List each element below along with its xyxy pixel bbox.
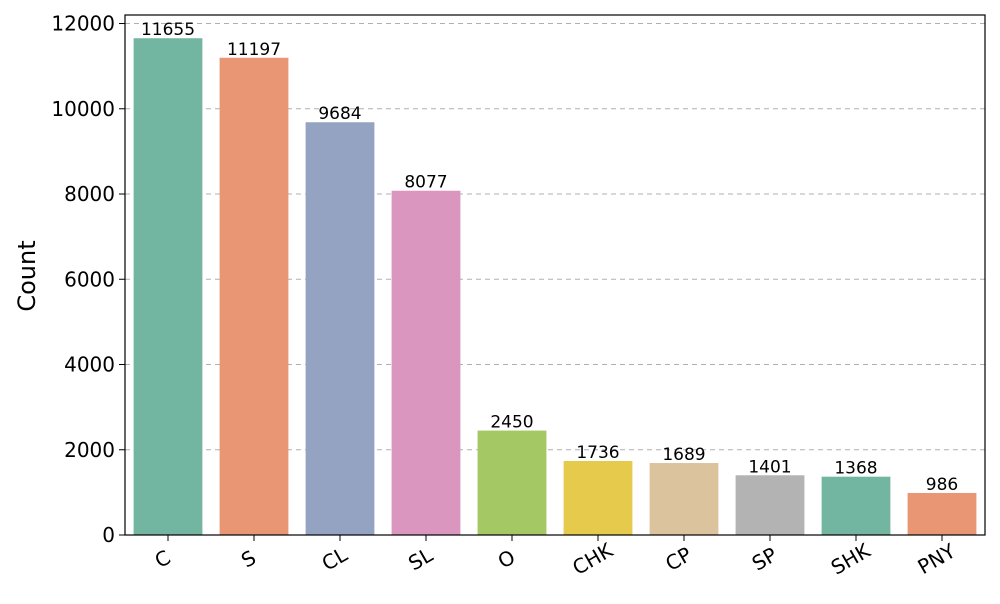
bar-sp (735, 475, 805, 535)
x-tick-label: O (494, 545, 520, 574)
bar-o (477, 430, 547, 535)
bar-sl (391, 190, 461, 535)
plot-frame (124, 14, 986, 536)
bar-value-label: 1401 (748, 457, 791, 477)
x-tick-label: C (150, 545, 174, 573)
y-tick-label: 0 (102, 523, 115, 547)
y-tick-label: 4000 (64, 353, 115, 377)
bar-value-label: 11197 (227, 40, 281, 60)
bar-c (133, 38, 203, 536)
x-tick-label: CL (318, 542, 352, 576)
bar-value-label: 986 (926, 475, 958, 495)
bars (133, 38, 977, 536)
bar-cp (649, 463, 719, 535)
x-tick-label: SL (404, 542, 437, 575)
y-tick-label: 12000 (51, 12, 115, 36)
bar-value-label: 1736 (576, 443, 619, 463)
bar-value-label: 9684 (318, 104, 361, 124)
x-tick-label: CP (661, 542, 696, 576)
bar-value-labels: 11655 11197 9684 8077 2450 1736 1689 1401 1368 98… (141, 20, 958, 495)
y-axis-title: Count (13, 240, 41, 311)
x-tick-label: SHK (827, 538, 875, 580)
x-tick-label: PNY (914, 538, 961, 579)
bar-value-label: 8077 (404, 173, 447, 193)
x-tick-label: CHK (568, 538, 617, 580)
bar-s (219, 57, 289, 535)
y-tick-label: 10000 (51, 97, 115, 121)
bar-cl (305, 122, 375, 535)
y-axis-ticks: 0 2000 4000 6000 8000 10000 12000 (51, 12, 125, 547)
bar-value-label: 11655 (141, 20, 195, 40)
y-tick-label: 6000 (64, 267, 115, 291)
y-tick-label: 8000 (64, 182, 115, 206)
x-tick-label: S (237, 545, 260, 572)
bar-shk (821, 476, 891, 535)
bar-chk (563, 461, 633, 535)
bar-pny (907, 492, 977, 535)
bar-value-label: 1368 (834, 459, 877, 479)
bar-value-label: 1689 (662, 445, 705, 465)
x-tick-label: SP (748, 542, 781, 575)
y-tick-label: 2000 (64, 438, 115, 462)
x-axis-ticks: C S CL SL O CHK CP SP SHK PNY (150, 535, 960, 580)
bar-value-label: 2450 (490, 413, 533, 433)
